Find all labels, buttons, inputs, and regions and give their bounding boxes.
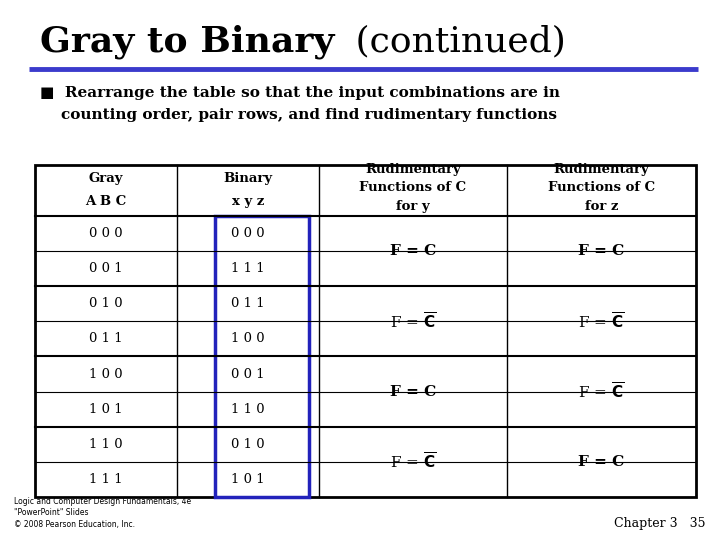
Text: 0 0 0: 0 0 0 xyxy=(231,227,264,240)
Text: (continued): (continued) xyxy=(344,24,566,58)
Text: 0 1 0: 0 1 0 xyxy=(89,298,122,310)
Text: 1 1 1: 1 1 1 xyxy=(89,472,122,486)
Text: A B C: A B C xyxy=(85,195,126,208)
Text: counting order, pair rows, and find rudimentary functions: counting order, pair rows, and find rudi… xyxy=(40,108,557,122)
Text: Binary: Binary xyxy=(223,172,272,185)
Text: 0 0 0: 0 0 0 xyxy=(89,227,122,240)
Text: 1 0 0: 1 0 0 xyxy=(231,333,264,346)
Text: F = $\mathbf{\overline{C}}$: F = $\mathbf{\overline{C}}$ xyxy=(390,451,436,472)
Text: Functions of C: Functions of C xyxy=(548,181,655,194)
Text: 0 1 0: 0 1 0 xyxy=(231,438,264,451)
Text: Gray to Binary: Gray to Binary xyxy=(40,24,334,59)
Text: 0 0 1: 0 0 1 xyxy=(231,368,264,381)
Text: ■  Rearrange the table so that the input combinations are in: ■ Rearrange the table so that the input … xyxy=(40,86,559,100)
Text: 1 0 0: 1 0 0 xyxy=(89,368,122,381)
Text: F = C: F = C xyxy=(390,244,436,258)
Text: F = C: F = C xyxy=(578,455,624,469)
Text: F = $\mathbf{\overline{C}}$: F = $\mathbf{\overline{C}}$ xyxy=(578,312,624,332)
Text: 1 0 1: 1 0 1 xyxy=(89,403,122,416)
Text: F = $\mathbf{\overline{C}}$: F = $\mathbf{\overline{C}}$ xyxy=(390,312,436,332)
Text: Chapter 3   35: Chapter 3 35 xyxy=(614,517,706,530)
Text: 0 0 1: 0 0 1 xyxy=(89,262,122,275)
Text: 1 1 1: 1 1 1 xyxy=(231,262,264,275)
Text: 0 1 1: 0 1 1 xyxy=(89,333,122,346)
Text: 1 1 0: 1 1 0 xyxy=(231,403,264,416)
Text: F = C: F = C xyxy=(578,244,624,258)
Text: Logic and Computer Design Fundamentals, 4e
"PowerPoint" Slides
© 2008 Pearson Ed: Logic and Computer Design Fundamentals, … xyxy=(14,497,192,529)
Text: Gray: Gray xyxy=(89,172,123,185)
Text: 1 0 1: 1 0 1 xyxy=(231,472,264,486)
Text: F = $\mathbf{\overline{C}}$: F = $\mathbf{\overline{C}}$ xyxy=(578,381,624,402)
Text: 0 1 1: 0 1 1 xyxy=(231,298,264,310)
Text: F = C: F = C xyxy=(390,384,436,399)
Text: for z: for z xyxy=(585,200,618,213)
Text: Rudimentary: Rudimentary xyxy=(365,164,461,177)
Text: Rudimentary: Rudimentary xyxy=(554,164,649,177)
Text: x y z: x y z xyxy=(232,195,264,208)
Text: 1 1 0: 1 1 0 xyxy=(89,438,122,451)
Text: for y: for y xyxy=(396,200,430,213)
Text: Functions of C: Functions of C xyxy=(359,181,467,194)
